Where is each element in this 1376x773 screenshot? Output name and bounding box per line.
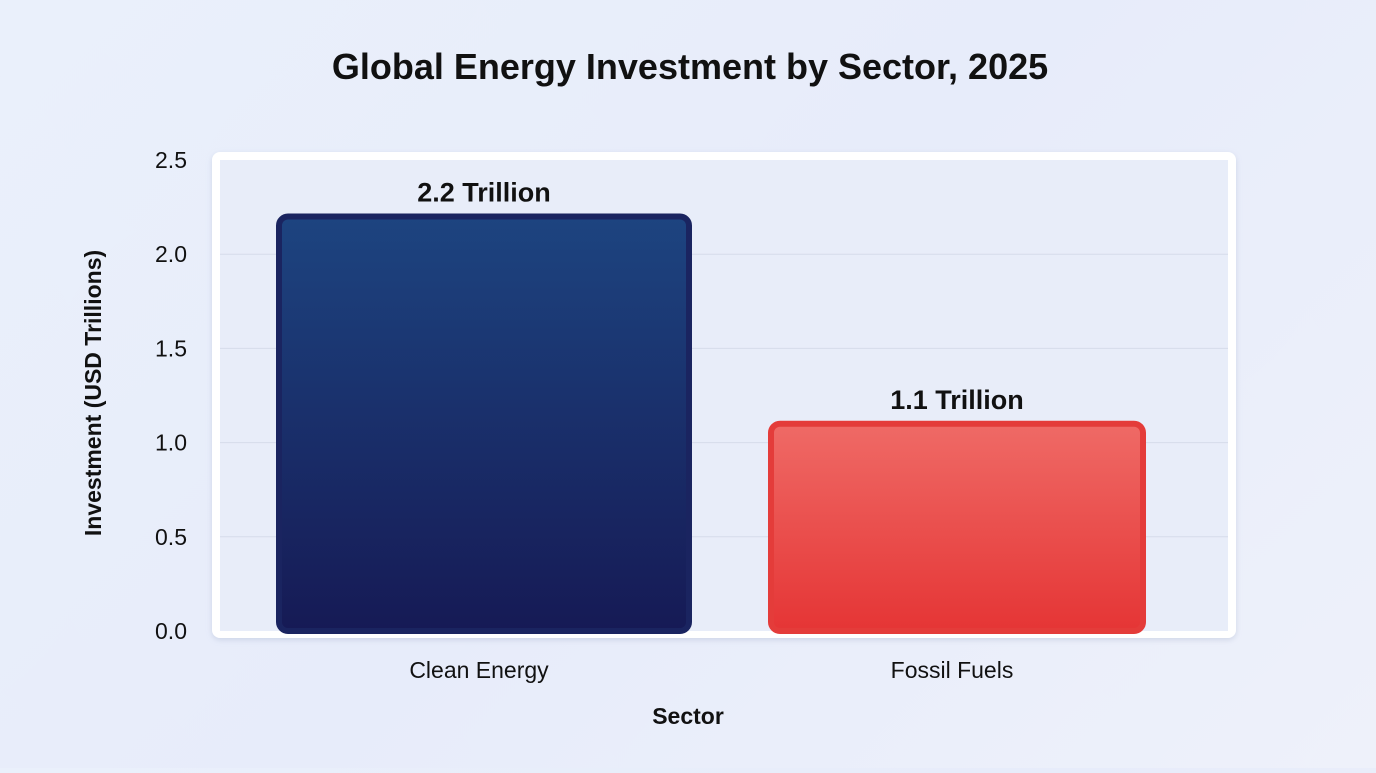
- y-tick-label: 1.0: [155, 430, 187, 456]
- bar-data-labels: 2.2 Trillion 1.1 Trillion: [417, 178, 1024, 415]
- bar-fossil-fuels: [768, 420, 1146, 635]
- y-tick-label: 0.0: [155, 618, 187, 644]
- y-tick-label: 2.5: [155, 147, 187, 173]
- bar-data-label: 1.1 Trillion: [890, 385, 1024, 415]
- y-tick-label: 1.5: [155, 335, 187, 361]
- chart-title: Global Energy Investment by Sector, 2025: [332, 46, 1048, 87]
- y-tick-label: 2.0: [155, 241, 187, 267]
- x-tick-label: Fossil Fuels: [891, 657, 1014, 683]
- bar-clean-energy: [276, 213, 692, 635]
- y-tick-label: 0.5: [155, 524, 187, 550]
- bar-data-label: 2.2 Trillion: [417, 178, 551, 208]
- bars: [276, 213, 1146, 635]
- y-axis-ticks: 0.0 0.5 1.0 1.5 2.0 2.5: [155, 147, 187, 644]
- x-tick-label: Clean Energy: [409, 657, 549, 683]
- y-axis-label: Investment (USD Trillions): [80, 250, 106, 536]
- x-axis-ticks: Clean Energy Fossil Fuels: [409, 657, 1013, 683]
- x-axis-label: Sector: [652, 703, 724, 729]
